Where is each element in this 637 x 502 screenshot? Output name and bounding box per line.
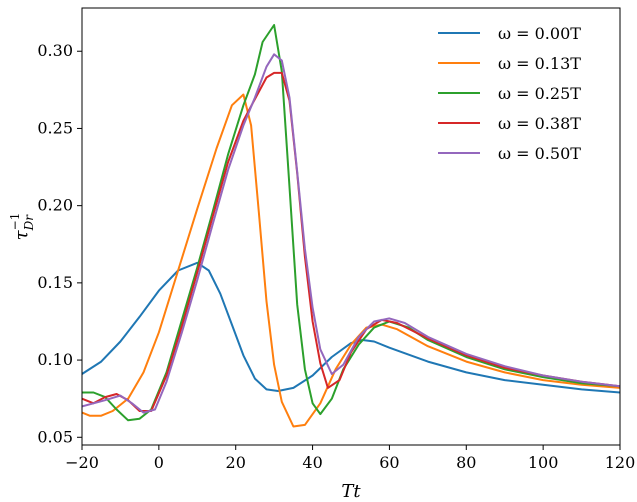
y-axis-label-superscript: −1 (8, 213, 22, 231)
x-tick-label: 40 (302, 453, 322, 472)
legend-label-0: ω = 0.00T (498, 24, 581, 43)
y-tick-label: 0.25 (37, 118, 73, 137)
x-tick-label: 60 (379, 453, 399, 472)
series-line-3 (82, 71, 620, 412)
y-axis-label-base: τ (11, 229, 32, 240)
x-axis-label: Tt (341, 481, 361, 502)
x-tick-label: 0 (154, 453, 164, 472)
series-line-1 (82, 93, 620, 428)
y-tick-label: 0.10 (37, 350, 73, 369)
ticks-layer: −20 0 20 40 60 80 100 120 0.05 0.10 0.15 0.20 0.25 0.… (37, 41, 635, 472)
x-tick-label: 20 (226, 453, 246, 472)
y-tick-label: 0.15 (37, 273, 73, 292)
y-axis-label-text: τ−1Dr (8, 213, 36, 241)
legend-label-2: ω = 0.25T (498, 84, 581, 103)
x-tick-label: 80 (456, 453, 476, 472)
plot-frame (81, 7, 621, 446)
x-tick-label: 120 (605, 453, 636, 472)
x-tick-label: −20 (65, 453, 99, 472)
series-layer (82, 24, 620, 428)
legend-label-3: ω = 0.38T (498, 114, 581, 133)
y-axis-label-subscript: Dr (22, 214, 36, 232)
legend-label-1: ω = 0.13T (498, 54, 581, 73)
y-tick-label: 0.05 (37, 427, 73, 446)
y-tick-label: 0.30 (37, 41, 73, 60)
series-line-0 (82, 261, 620, 394)
legend-label-4: ω = 0.50T (498, 144, 581, 163)
legend: ω = 0.00T ω = 0.13T ω = 0.25T ω = 0.38T ω = … (438, 24, 581, 163)
y-axis-label: τ−1Dr (8, 213, 36, 241)
y-tick-label: 0.20 (37, 196, 73, 215)
x-tick-label: 100 (528, 453, 559, 472)
series-line-4 (82, 53, 620, 414)
